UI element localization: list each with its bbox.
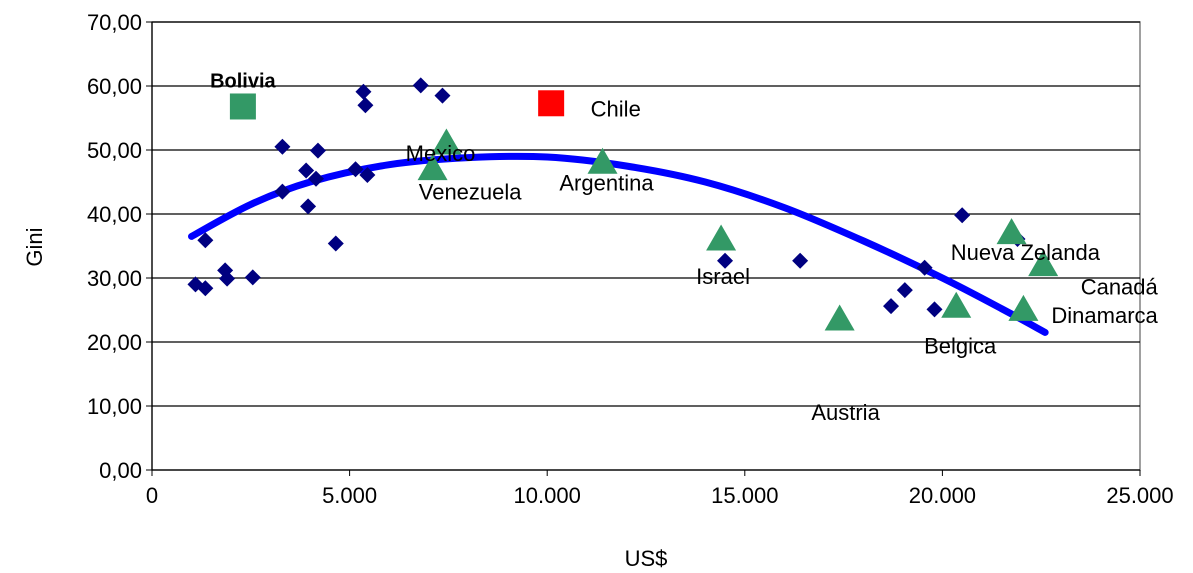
annotation-layer: Bolivia Chile Mexico Venezuela Argentina Isra… <box>210 70 1158 425</box>
diamond-point <box>434 87 451 104</box>
x-tick-label: 25.000 <box>1106 483 1173 508</box>
triangle-point <box>824 304 855 331</box>
x-tick-label: 0 <box>146 483 158 508</box>
annotation-label: Mexico <box>406 141 476 166</box>
triangle-point <box>587 147 618 174</box>
x-tick-label: 10.000 <box>514 483 581 508</box>
y-tick-label: 10,00 <box>87 394 142 419</box>
y-tick-label: 50,00 <box>87 138 142 163</box>
diamond-point <box>916 259 933 276</box>
diamond-point <box>327 235 344 252</box>
diamond-point <box>355 83 372 100</box>
diamond-point <box>197 280 214 297</box>
y-axis-title: Gini <box>22 227 47 266</box>
diamond-point <box>954 207 971 224</box>
annotation-label: Argentina <box>559 170 654 195</box>
triangle-point <box>706 224 737 251</box>
x-axis-title: US$ <box>625 546 668 571</box>
diamond-point <box>274 183 291 200</box>
triangle-point <box>941 291 972 318</box>
annotation-label: Canadá <box>1081 275 1159 300</box>
y-tick-label: 70,00 <box>87 10 142 35</box>
x-tick-label: 20.000 <box>909 483 976 508</box>
square-point <box>538 90 565 117</box>
x-tick-label: 5.000 <box>322 483 377 508</box>
triangle-point <box>1008 294 1039 321</box>
annotation-label: Dinamarca <box>1051 303 1158 328</box>
diamond-point <box>926 301 943 318</box>
y-tick-label: 40,00 <box>87 202 142 227</box>
diamond-point <box>359 166 376 183</box>
y-tick-label: 0,00 <box>99 458 142 483</box>
diamond-point <box>309 142 326 159</box>
diamond-point <box>300 198 317 215</box>
annotation-label: Belgica <box>924 334 997 359</box>
diamond-point <box>896 282 913 299</box>
diamond-point <box>274 138 291 155</box>
square-point <box>229 93 256 120</box>
axis-layer: 0,00 10,00 20,00 30,00 40,00 50,00 60,00 70,00 0… <box>87 10 1174 508</box>
diamond-point <box>244 269 261 286</box>
diamond-point <box>717 252 734 269</box>
triangle-point <box>996 218 1027 245</box>
diamond-point <box>298 162 315 179</box>
diamond-point <box>197 232 214 249</box>
triangle-point <box>1028 250 1059 277</box>
annotation-label: Nueva Zelanda <box>951 240 1101 265</box>
x-tick-label: 15.000 <box>711 483 778 508</box>
triangle-point <box>417 154 448 181</box>
diamond-point <box>357 97 374 114</box>
annotation-label: Chile <box>591 97 641 122</box>
annotation-label: Venezuela <box>419 179 523 204</box>
diamond-point <box>308 170 325 187</box>
annotation-label: Israel <box>696 264 750 289</box>
diamond-point <box>347 161 364 178</box>
y-tick-label: 60,00 <box>87 74 142 99</box>
diamond-point <box>219 270 236 287</box>
points-layer <box>187 77 1059 331</box>
y-tick-label: 20,00 <box>87 330 142 355</box>
y-tick-label: 30,00 <box>87 266 142 291</box>
triangle-point <box>431 128 462 155</box>
annotation-label: Austria <box>811 400 880 425</box>
annotation-label: Bolivia <box>210 70 276 92</box>
diamond-point <box>412 77 429 94</box>
diamond-point <box>883 298 900 315</box>
diamond-point <box>792 252 809 269</box>
